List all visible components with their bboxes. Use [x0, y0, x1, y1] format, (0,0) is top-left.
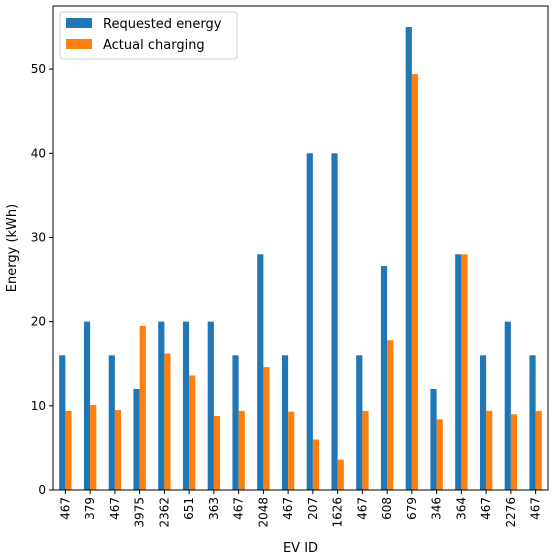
x-tick-label-11: 1626: [331, 497, 345, 528]
bar-requested-17: [479, 355, 487, 490]
y-tick-label-2: 20: [31, 315, 46, 329]
x-tick-label-2: 467: [108, 497, 122, 520]
bar-actual-17: [486, 410, 493, 490]
bar-actual-5: [189, 375, 196, 490]
x-tick-label-7: 467: [232, 497, 246, 520]
bar-actual-0: [65, 410, 72, 490]
x-tick-label-13: 608: [380, 497, 394, 520]
x-tick-label-19: 467: [529, 497, 543, 520]
bar-requested-18: [504, 321, 511, 490]
x-tick-label-16: 364: [454, 497, 468, 520]
legend-box: [59, 11, 238, 60]
bar-requested-6: [207, 321, 214, 490]
bar-actual-15: [436, 419, 443, 490]
x-tick-label-1: 379: [83, 497, 97, 520]
bar-requested-13: [380, 266, 388, 490]
bar-requested-15: [430, 388, 437, 490]
x-tick-label-12: 467: [355, 497, 369, 520]
bar-requested-12: [356, 355, 363, 490]
bars-layer: [59, 27, 542, 491]
bar-actual-12: [362, 410, 369, 490]
x-axis-label: EV ID: [283, 541, 318, 556]
legend: Requested energy Actual charging: [59, 11, 238, 60]
x-tick-label-18: 2276: [504, 497, 518, 528]
bar-requested-8: [257, 254, 264, 490]
ticks-layer: 0 10 20 30 40 50 467 379 467 3975 2362 651 363 467 204…: [31, 62, 543, 527]
bar-actual-4: [164, 353, 171, 490]
bar-actual-13: [387, 340, 394, 490]
bar-actual-19: [535, 410, 542, 490]
bar-actual-6: [213, 415, 221, 490]
bar-actual-7: [238, 410, 245, 490]
bar-requested-9: [281, 355, 289, 490]
legend-label-requested-energy: Requested energy: [103, 17, 222, 32]
bar-requested-16: [455, 254, 462, 490]
x-tick-label-9: 467: [281, 497, 295, 520]
x-tick-label-0: 467: [58, 497, 72, 520]
x-tick-label-15: 346: [430, 497, 444, 520]
y-tick-label-4: 40: [31, 146, 46, 160]
x-tick-label-14: 679: [405, 497, 419, 520]
bar-actual-10: [312, 439, 320, 490]
plot-frame: [52, 5, 549, 491]
bar-requested-19: [529, 355, 536, 490]
bar-requested-4: [158, 321, 165, 490]
x-tick-label-6: 363: [207, 497, 221, 520]
y-tick-label-5: 50: [31, 62, 46, 76]
bar-requested-3: [133, 388, 140, 490]
x-tick-label-10: 207: [306, 497, 320, 520]
bar-actual-8: [263, 367, 270, 490]
y-tick-label-0: 0: [38, 483, 46, 497]
bar-requested-7: [232, 355, 239, 490]
bar-requested-14: [405, 27, 412, 490]
bar-actual-11: [337, 459, 344, 490]
bar-actual-18: [510, 414, 518, 490]
legend-label-actual-charging: Actual charging: [103, 38, 205, 53]
bar-actual-2: [114, 410, 122, 490]
x-tick-label-8: 2048: [256, 497, 270, 528]
x-tick-label-17: 467: [479, 497, 493, 520]
bar-requested-11: [331, 153, 338, 491]
legend-swatch-actual-charging: [66, 39, 92, 49]
bar-requested-10: [306, 153, 313, 491]
bar-requested-5: [182, 321, 190, 490]
axes-layer: [52, 5, 549, 491]
bar-actual-9: [288, 411, 295, 490]
x-tick-label-5: 651: [182, 497, 196, 520]
bar-requested-0: [59, 355, 66, 490]
x-tick-label-4: 2362: [157, 497, 171, 528]
x-tick-label-3: 3975: [133, 497, 147, 528]
y-tick-label-3: 30: [31, 230, 46, 244]
bar-requested-2: [108, 355, 115, 490]
bar-actual-1: [90, 404, 97, 490]
bar-actual-16: [461, 254, 468, 490]
legend-swatch-requested-energy: [66, 18, 92, 28]
y-tick-label-1: 10: [31, 399, 46, 413]
bar-actual-3: [139, 325, 146, 490]
y-axis-label: Energy (kWh): [5, 204, 20, 292]
bar-actual-14: [411, 74, 419, 491]
bar-requested-1: [83, 321, 91, 490]
